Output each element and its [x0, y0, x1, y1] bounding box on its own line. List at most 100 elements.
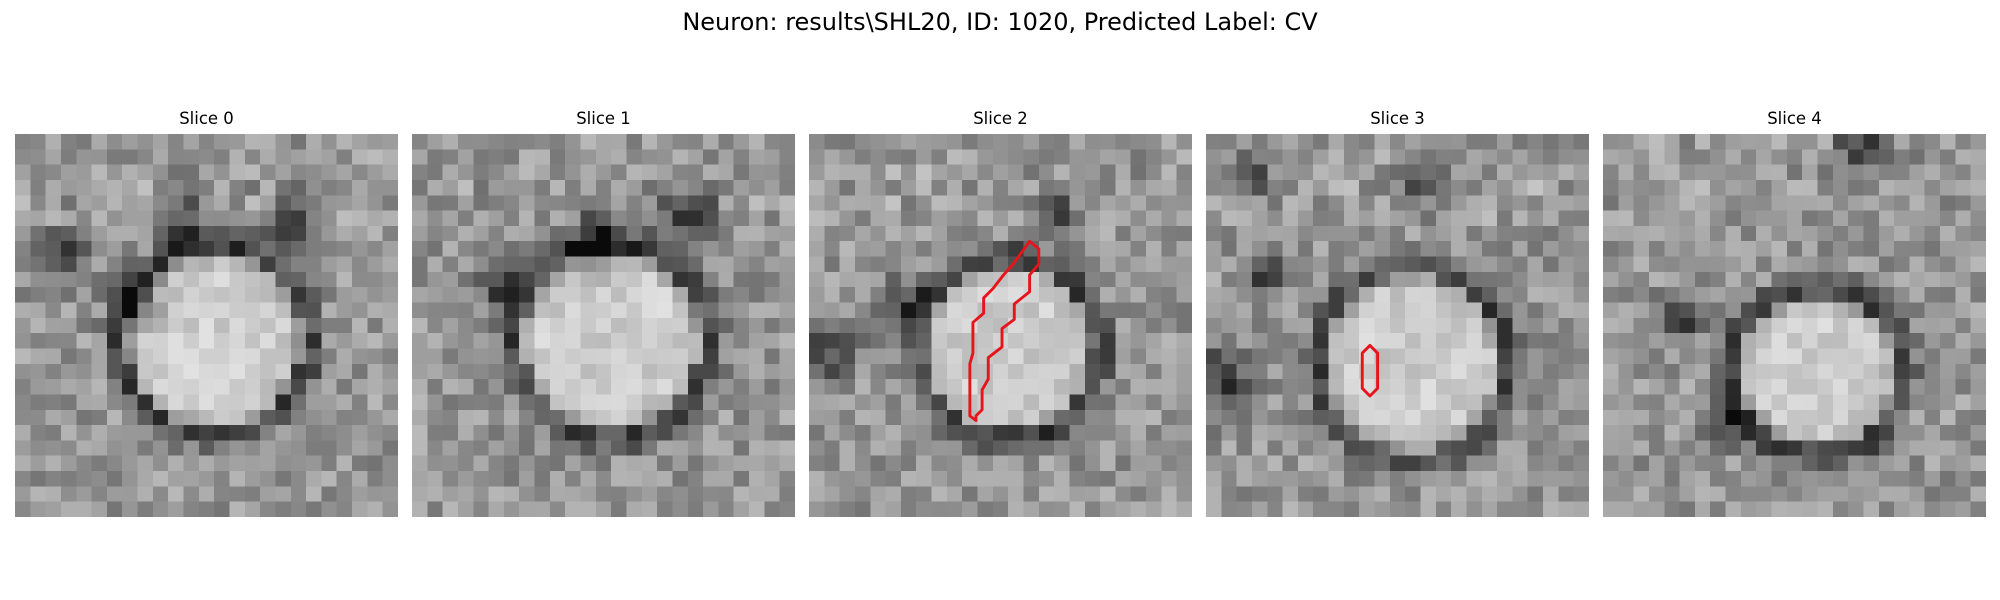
image-pixel [1023, 179, 1040, 196]
image-pixel [1236, 179, 1253, 196]
image-pixel [1832, 348, 1849, 365]
image-pixel [1115, 134, 1132, 150]
image-pixel [916, 179, 932, 196]
image-pixel [1451, 302, 1467, 319]
image-pixel [1100, 348, 1116, 365]
image-pixel [1161, 302, 1177, 319]
image-pixel [1481, 302, 1498, 319]
image-pixel [503, 210, 520, 227]
image-pixel [352, 471, 368, 487]
image-pixel [977, 164, 994, 181]
image-pixel [1955, 379, 1971, 395]
image-pixel [488, 179, 505, 196]
image-pixel [30, 149, 46, 165]
image-pixel [549, 471, 566, 487]
image-pixel [1694, 348, 1711, 365]
image-pixel [779, 164, 795, 181]
image-pixel [352, 501, 368, 517]
image-pixel [457, 425, 474, 441]
image-pixel [1710, 440, 1726, 457]
image-pixel [1771, 348, 1788, 365]
image-pixel [1297, 149, 1314, 165]
image-pixel [687, 179, 704, 196]
image-pixel [900, 287, 917, 303]
image-pixel [1206, 317, 1222, 334]
image-pixel [657, 210, 673, 227]
image-pixel [1543, 302, 1559, 319]
image-pixel [1573, 225, 1589, 242]
image-pixel [306, 471, 322, 487]
image-pixel [1084, 134, 1101, 150]
image-pixel [764, 210, 780, 227]
image-pixel [1817, 179, 1834, 196]
image-pixel [382, 379, 398, 395]
image-pixel [534, 333, 551, 349]
image-pixel [382, 501, 398, 517]
image-pixel [442, 164, 459, 181]
image-pixel [1771, 501, 1788, 517]
image-pixel [1725, 225, 1742, 242]
image-pixel [427, 379, 443, 395]
image-pixel [352, 302, 368, 319]
image-pixel [549, 164, 566, 181]
image-pixel [854, 333, 871, 349]
image-pixel [1694, 486, 1711, 502]
image-pixel [962, 501, 978, 517]
image-pixel [534, 486, 551, 502]
image-pixel [595, 348, 612, 365]
image-pixel [1694, 455, 1711, 472]
image-pixel [1374, 164, 1391, 181]
image-pixel [1543, 471, 1559, 487]
image-pixel [641, 195, 658, 211]
image-pixel [1603, 302, 1619, 319]
image-pixel [1497, 317, 1513, 334]
image-pixel [1313, 333, 1329, 349]
image-pixel [30, 486, 46, 502]
image-pixel [1618, 134, 1634, 150]
image-pixel [1146, 179, 1162, 196]
image-pixel [1115, 471, 1132, 487]
image-pixel [473, 164, 489, 181]
image-pixel [45, 210, 62, 227]
image-pixel [1924, 210, 1941, 227]
image-pixel [1512, 425, 1529, 441]
image-pixel [1100, 134, 1116, 150]
image-pixel [992, 241, 1009, 257]
image-pixel [1084, 348, 1101, 365]
image-pixel [1038, 149, 1055, 165]
image-pixel [1894, 501, 1910, 517]
image-pixel [962, 333, 978, 349]
image-pixel [595, 317, 612, 334]
image-pixel [1451, 271, 1467, 288]
image-pixel [214, 333, 230, 349]
image-pixel [1374, 486, 1391, 502]
image-pixel [275, 134, 292, 150]
image-pixel [1374, 302, 1391, 319]
image-pixel [1648, 225, 1665, 242]
image-pixel [749, 271, 765, 288]
image-pixel [275, 471, 292, 487]
image-pixel [198, 379, 215, 395]
image-pixel [1084, 256, 1101, 273]
image-pixel [809, 317, 825, 334]
image-pixel [106, 440, 123, 457]
image-pixel [779, 348, 795, 365]
image-pixel [1527, 317, 1544, 334]
image-pixel [1740, 210, 1757, 227]
image-pixel [1955, 455, 1971, 472]
image-pixel [1481, 241, 1498, 257]
image-pixel [1970, 501, 1986, 517]
image-pixel [60, 256, 77, 273]
image-pixel [565, 501, 581, 517]
image-pixel [321, 333, 338, 349]
image-pixel [1328, 164, 1345, 181]
image-pixel [1909, 210, 1926, 227]
image-pixel [1451, 210, 1467, 227]
image-pixel [503, 455, 520, 472]
image-pixel [122, 409, 138, 426]
image-pixel [1909, 425, 1926, 441]
image-pixel [977, 425, 994, 441]
image-pixel [15, 195, 31, 211]
image-pixel [1633, 149, 1650, 165]
image-pixel [900, 241, 917, 257]
